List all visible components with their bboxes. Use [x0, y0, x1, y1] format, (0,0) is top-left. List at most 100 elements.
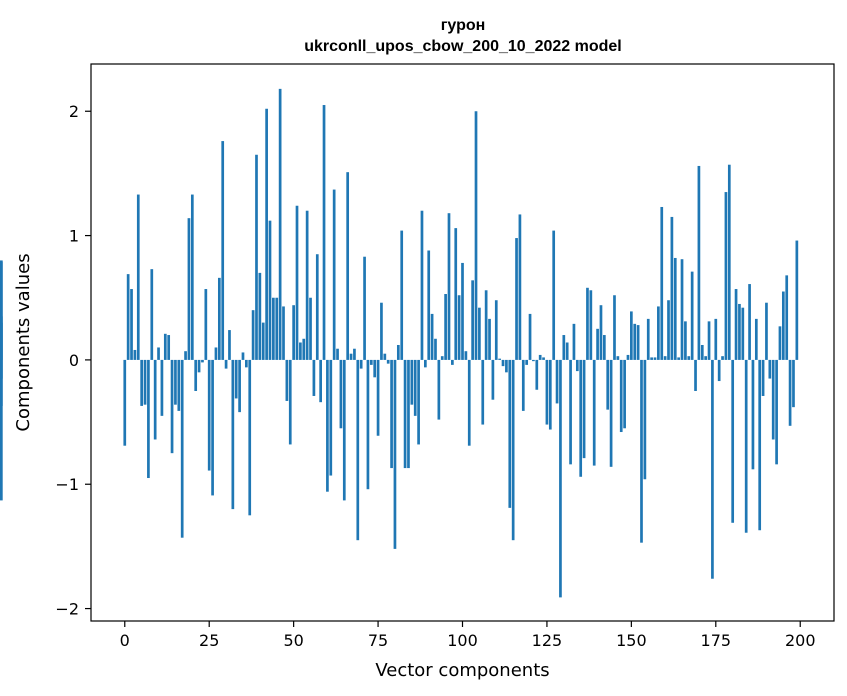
bar-117 — [518, 214, 522, 360]
bar-13 — [167, 335, 171, 360]
y-tick-label: 1 — [69, 227, 79, 246]
bar-58 — [319, 359, 322, 403]
bar-116 — [515, 238, 518, 360]
bar-56 — [312, 359, 316, 396]
bar-76 — [380, 302, 383, 360]
bar-168 — [690, 271, 694, 360]
bar-94 — [440, 356, 444, 360]
bar-195 — [781, 291, 785, 360]
x-tick-label: 125 — [532, 631, 563, 650]
bar-23 — [201, 359, 204, 363]
bar-53 — [302, 338, 306, 360]
bar-141 — [599, 305, 603, 360]
bar-undefined — [0, 359, 3, 501]
bar-133 — [572, 323, 576, 360]
bar-82 — [400, 230, 404, 360]
bar-14 — [170, 359, 174, 454]
bar-106 — [481, 359, 485, 425]
bar-134 — [575, 359, 579, 372]
bar-34 — [238, 359, 241, 413]
bar-171 — [700, 344, 704, 360]
bar-169 — [694, 359, 697, 391]
bar-124 — [542, 357, 545, 360]
bar-152 — [636, 325, 640, 360]
bar-188 — [758, 359, 762, 531]
bar-165 — [680, 259, 684, 360]
bar-127 — [552, 230, 556, 360]
bar-148 — [623, 359, 626, 429]
bar-185 — [748, 284, 751, 360]
bar-190 — [765, 302, 768, 360]
bar-57 — [315, 254, 319, 360]
bar-174 — [711, 359, 714, 579]
bar-9 — [153, 359, 157, 440]
bar-40 — [258, 272, 262, 360]
bar-193 — [775, 359, 778, 465]
bar-179 — [727, 164, 731, 360]
bar-175 — [714, 318, 718, 360]
bar-10 — [157, 347, 160, 360]
bar-29 — [221, 141, 225, 360]
bar-129 — [559, 359, 562, 598]
bar-176 — [717, 359, 721, 382]
bar-87 — [417, 359, 420, 445]
bar-80 — [393, 359, 397, 549]
bar-173 — [707, 321, 711, 360]
bar-20 — [190, 194, 194, 360]
bar-132 — [569, 359, 572, 465]
bars-group — [0, 88, 799, 598]
bar-102 — [467, 359, 471, 446]
bar-110 — [494, 300, 498, 360]
bar-88 — [420, 210, 424, 360]
bar-196 — [785, 275, 789, 360]
bar-46 — [278, 88, 282, 360]
bar-186 — [751, 359, 755, 470]
bar-28 — [217, 277, 221, 360]
bar-43 — [268, 220, 272, 360]
bar-158 — [657, 306, 660, 360]
bar-199 — [795, 240, 799, 360]
bar-24 — [204, 289, 208, 360]
bar-151 — [633, 323, 637, 360]
y-tick-label: −2 — [55, 600, 79, 619]
bar-51 — [295, 205, 299, 360]
bar-77 — [383, 353, 387, 360]
bar-30 — [224, 359, 228, 369]
bar-103 — [471, 280, 474, 360]
bar-123 — [538, 354, 542, 360]
bar-109 — [491, 359, 495, 400]
bar-181 — [734, 289, 738, 360]
bar-167 — [687, 356, 691, 360]
y-tick-label: 2 — [69, 102, 79, 121]
bar-38 — [251, 310, 255, 360]
bar-130 — [562, 335, 566, 360]
bar-98 — [454, 228, 458, 360]
bar-63 — [336, 348, 339, 360]
bar-177 — [721, 356, 724, 360]
x-tick-label: 0 — [120, 631, 130, 650]
bar-31 — [228, 330, 231, 360]
bar-55 — [309, 297, 312, 360]
bar-12 — [163, 333, 167, 360]
x-tick-label: 150 — [616, 631, 647, 650]
bar-105 — [478, 307, 481, 360]
chart-title: гурон — [441, 17, 486, 34]
x-tick-label: 50 — [283, 631, 303, 650]
bar-189 — [761, 359, 765, 396]
bar-8 — [150, 269, 154, 360]
bar-142 — [602, 335, 606, 360]
bar-150 — [630, 311, 633, 360]
bar-81 — [396, 344, 400, 360]
bar-135 — [579, 359, 583, 477]
bar-73 — [369, 359, 373, 365]
bar-66 — [346, 172, 350, 360]
bar-153 — [640, 359, 643, 543]
plot-frame — [90, 63, 835, 622]
bar-191 — [768, 359, 772, 379]
bar-84 — [407, 359, 410, 469]
x-tick-label: 175 — [701, 631, 732, 650]
bar-37 — [248, 359, 252, 516]
bar-16 — [177, 359, 181, 411]
bar-180 — [731, 359, 735, 523]
bar-131 — [565, 342, 569, 360]
